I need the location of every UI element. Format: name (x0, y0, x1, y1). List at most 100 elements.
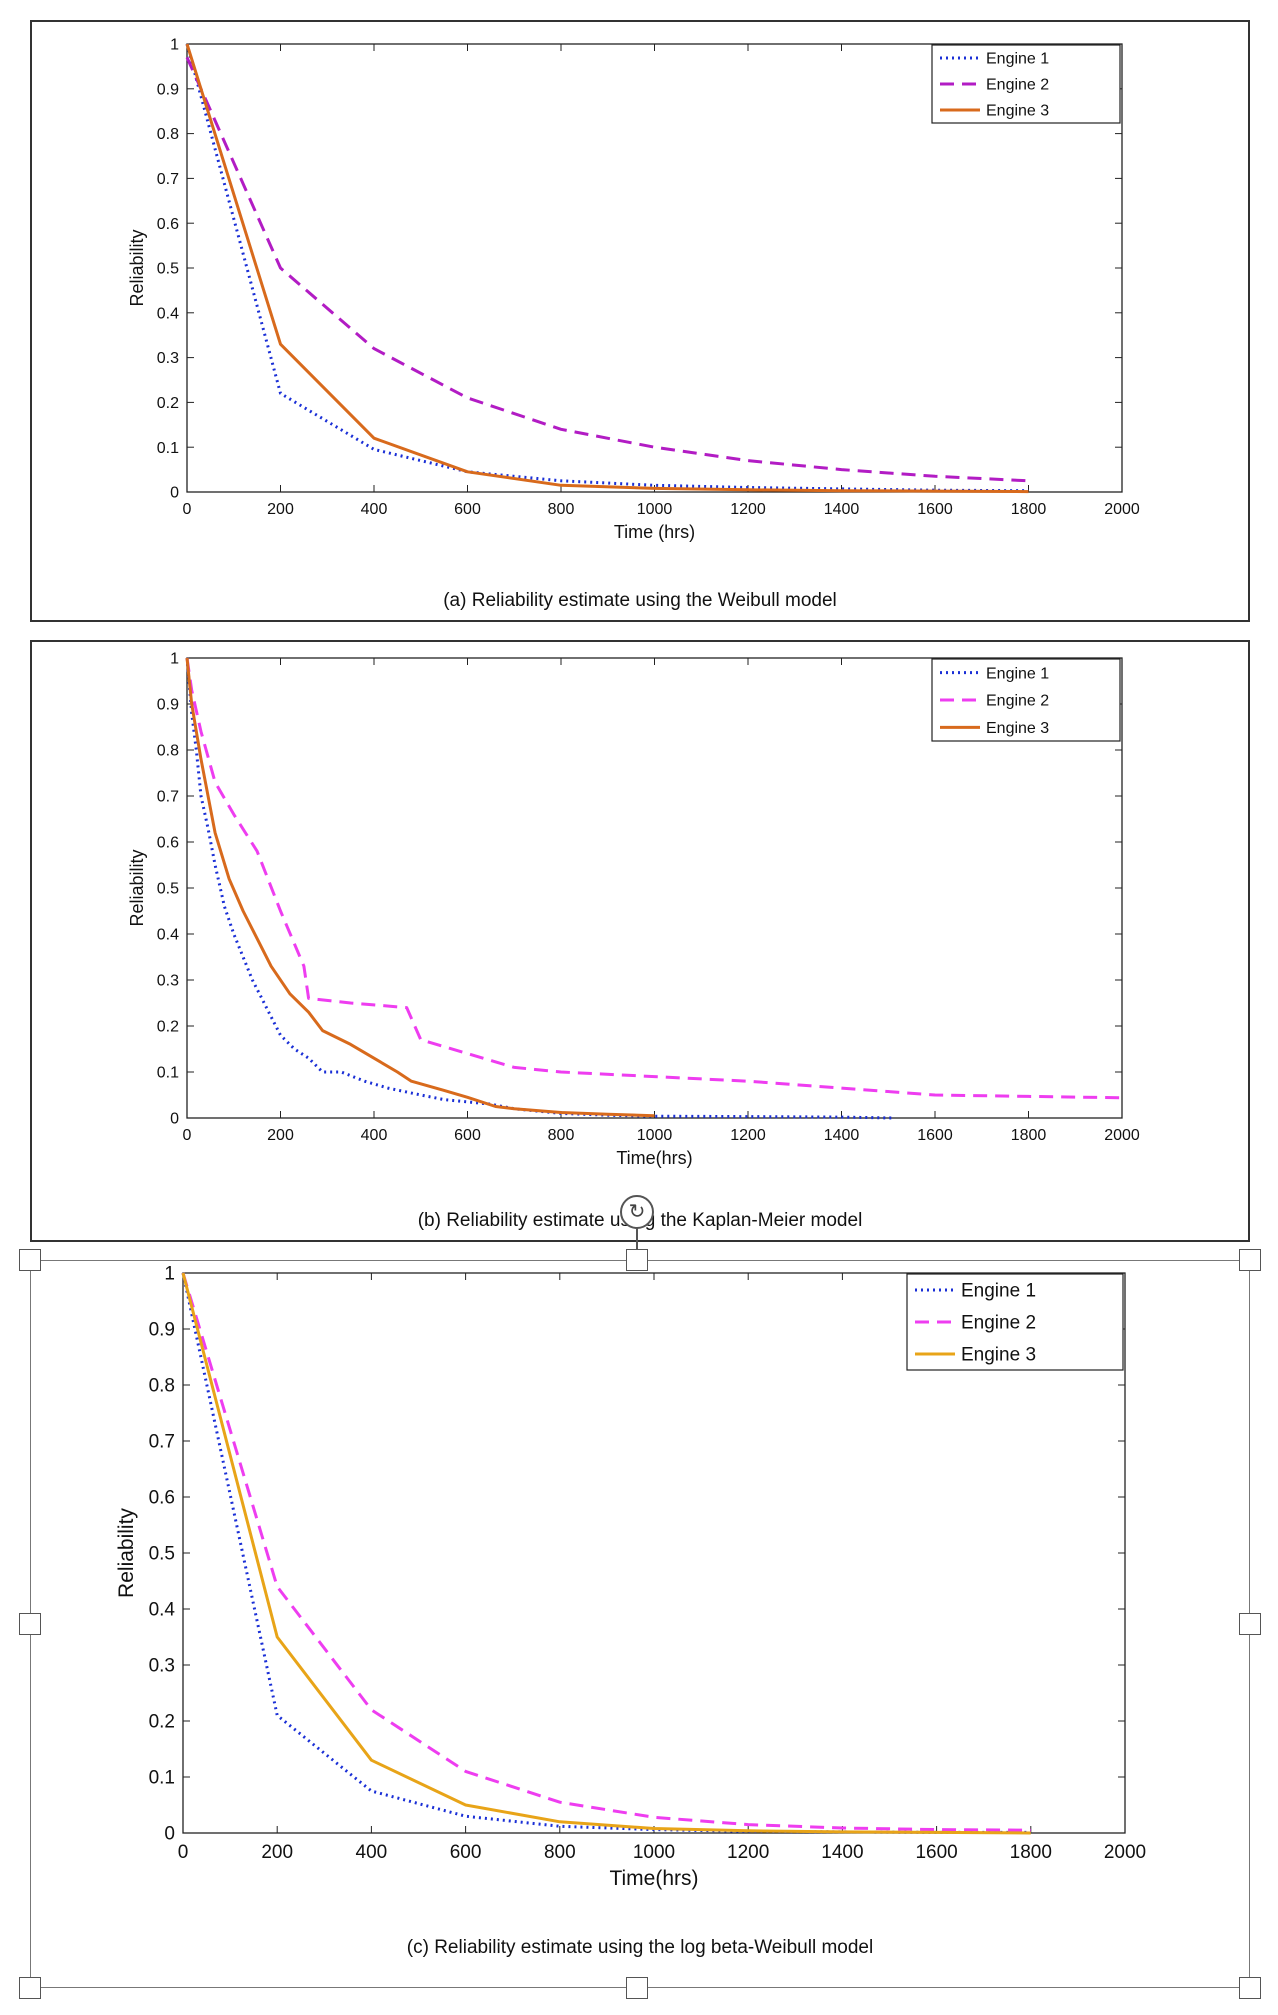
series-line-engine-3 (181, 1272, 1031, 1835)
resize-handle-left[interactable] (19, 1613, 41, 1635)
x-tick-label: 600 (450, 1842, 482, 1863)
series-line-engine-3 (185, 43, 1029, 494)
chart-panel-c[interactable]: 0 200 400 600 800 1000 1200 1400 1600 1800 2000 0 0.… (30, 1260, 1250, 1988)
y-tick-label: 0.2 (157, 395, 179, 412)
rotate-connector (636, 1228, 638, 1258)
y-tick-label: 0.9 (149, 1320, 175, 1341)
x-tick-label: 1200 (727, 1842, 769, 1863)
y-tick-label: 0 (170, 485, 179, 502)
y-tick-label: 0.6 (157, 216, 179, 233)
series-line-engine-2 (181, 1272, 1031, 1832)
x-tick-label: 1200 (730, 501, 766, 518)
x-tick-label: 1800 (1010, 1842, 1052, 1863)
x-tick-label: 1600 (917, 1127, 953, 1144)
chart-b-svg: 0 200 400 600 800 1000 1200 1400 1600 1800 2000 0 0.… (127, 651, 1140, 1168)
y-tick-label: 0 (164, 1824, 175, 1845)
y-tick-label: 0.1 (157, 1065, 179, 1082)
series-line-engine-3 (185, 657, 655, 1118)
resize-handle-bottom-right[interactable] (1239, 1977, 1261, 1999)
x-tick-label: 1800 (1011, 501, 1047, 518)
series-line-engine-2 (185, 56, 1029, 483)
x-tick-label: 600 (454, 1127, 481, 1144)
y-axis-label: Reliability (127, 229, 147, 306)
y-tick-label: 0.4 (157, 927, 179, 944)
resize-handle-top-right[interactable] (1239, 1249, 1261, 1271)
y-tick-label: 1 (170, 651, 179, 668)
y-tick-label: 0.3 (157, 350, 179, 367)
x-tick-label: 1400 (824, 1127, 860, 1144)
x-tick-label: 0 (178, 1842, 189, 1863)
series-line-engine-1 (181, 1272, 1031, 1834)
y-tick-label: 0.8 (157, 743, 179, 760)
chart-c-caption: (c) Reliability estimate using the log b… (406, 1937, 874, 1958)
rotate-icon[interactable]: ↻ (620, 1195, 654, 1229)
y-tick-label: 0 (170, 1111, 179, 1128)
x-tick-label: 0 (183, 501, 192, 518)
resize-handle-bottom-left[interactable] (19, 1977, 41, 1999)
legend-label-engine-1: Engine 1 (961, 1281, 1036, 1302)
y-tick-label: 0.8 (157, 126, 179, 143)
legend-label-engine-2: Engine 2 (986, 693, 1049, 710)
x-tick-label: 1600 (915, 1842, 957, 1863)
y-tick-label: 0.2 (157, 1019, 179, 1036)
x-tick-label: 400 (361, 1127, 388, 1144)
resize-handle-bottom[interactable] (626, 1977, 648, 1999)
y-tick-label: 0.6 (157, 835, 179, 852)
y-tick-label: 0.7 (157, 789, 179, 806)
legend-label-engine-1: Engine 1 (986, 51, 1049, 68)
y-tick-label: 0.4 (149, 1600, 176, 1621)
x-tick-label: 400 (361, 501, 388, 518)
legend-label-engine-3: Engine 3 (986, 103, 1049, 120)
resize-handle-top[interactable] (626, 1249, 648, 1271)
y-tick-label: 0.9 (157, 81, 179, 98)
x-tick-label: 1400 (821, 1842, 863, 1863)
y-tick-label: 0.7 (157, 171, 179, 188)
resize-handle-top-left[interactable] (19, 1249, 41, 1271)
y-tick-label: 0.3 (157, 973, 179, 990)
chart-c-svg: 0 200 400 600 800 1000 1200 1400 1600 1800 2000 0 0.… (115, 1264, 1146, 1890)
x-axis-label: Time(hrs) (616, 1148, 692, 1168)
y-tick-label: 0.5 (157, 881, 179, 898)
x-tick-label: 1000 (637, 1127, 673, 1144)
legend-label-engine-3: Engine 3 (961, 1345, 1036, 1366)
x-tick-label: 1000 (637, 501, 673, 518)
x-tick-label: 1800 (1011, 1127, 1047, 1144)
x-tick-label: 1600 (917, 501, 953, 518)
x-tick-label: 200 (261, 1842, 293, 1863)
x-tick-label: 2000 (1104, 1842, 1146, 1863)
series-line-engine-1 (185, 43, 1029, 493)
legend-label-engine-3: Engine 3 (986, 720, 1049, 737)
legend-label-engine-2: Engine 2 (961, 1313, 1036, 1334)
x-tick-label: 600 (454, 501, 481, 518)
chart-panel-b: 0 200 400 600 800 1000 1200 1400 1600 1800 2000 0 0.… (30, 640, 1250, 1242)
y-tick-label: 0.2 (149, 1712, 175, 1733)
legend-label-engine-1: Engine 1 (986, 665, 1049, 682)
x-tick-label: 1200 (730, 1127, 766, 1144)
chart-panel-a: 0 200 400 600 800 1000 1200 1400 1600 1800 2000 0 0.… (30, 20, 1250, 622)
y-tick-label: 0.1 (157, 440, 179, 457)
y-tick-label: 0.8 (149, 1376, 175, 1397)
x-tick-label: 0 (183, 1127, 192, 1144)
x-tick-label: 2000 (1104, 1127, 1140, 1144)
chart-a-svg: 0 200 400 600 800 1000 1200 1400 1600 1800 2000 0 0.… (127, 37, 1140, 542)
x-tick-label: 800 (544, 1842, 576, 1863)
y-tick-label: 0.7 (149, 1432, 175, 1453)
legend-label-engine-2: Engine 2 (986, 77, 1049, 94)
resize-handle-right[interactable] (1239, 1613, 1261, 1635)
x-tick-label: 400 (356, 1842, 388, 1863)
series-line-engine-1 (185, 657, 893, 1120)
x-tick-label: 800 (548, 1127, 575, 1144)
x-tick-label: 800 (548, 501, 575, 518)
y-tick-label: 0.3 (149, 1656, 175, 1677)
series-line-engine-2 (185, 657, 1123, 1100)
x-tick-label: 2000 (1104, 501, 1140, 518)
x-axis-label: Time(hrs) (609, 1867, 698, 1890)
y-tick-label: 0.1 (149, 1768, 175, 1789)
x-tick-label: 200 (267, 501, 294, 518)
x-tick-label: 1400 (824, 501, 860, 518)
x-tick-label: 200 (267, 1127, 294, 1144)
x-axis-label: Time (hrs) (614, 522, 695, 542)
y-axis-label: Reliability (115, 1508, 138, 1598)
y-tick-label: 0.5 (149, 1544, 175, 1565)
y-tick-label: 1 (170, 37, 179, 54)
